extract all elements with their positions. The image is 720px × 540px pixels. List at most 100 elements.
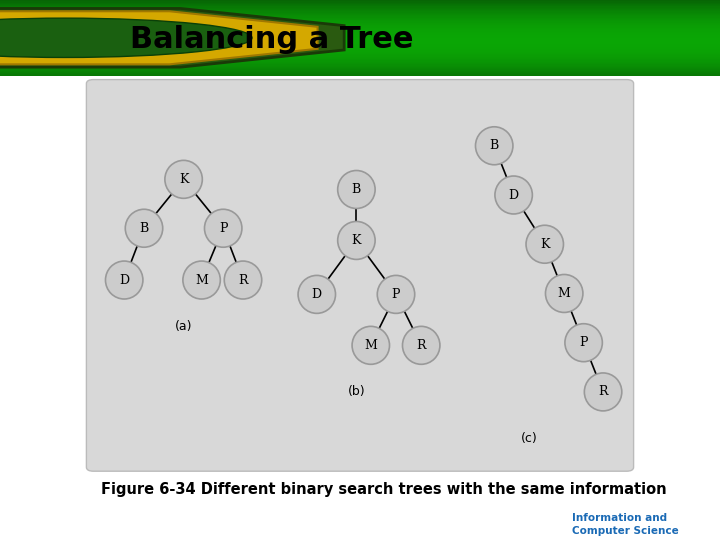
Ellipse shape — [183, 261, 220, 299]
Bar — [0, 34, 720, 35]
Bar — [0, 64, 720, 65]
Ellipse shape — [546, 274, 583, 313]
Text: D: D — [508, 188, 518, 201]
Text: B: B — [352, 183, 361, 196]
Text: (b): (b) — [348, 386, 365, 399]
Bar — [0, 62, 720, 63]
Bar — [0, 72, 720, 73]
Text: D: D — [119, 274, 130, 287]
Bar — [0, 31, 720, 33]
Bar — [0, 11, 720, 12]
Text: K: K — [179, 173, 189, 186]
Ellipse shape — [585, 373, 622, 411]
Bar — [0, 12, 720, 14]
Text: K: K — [351, 234, 361, 247]
Bar — [0, 19, 720, 20]
Bar — [0, 48, 720, 49]
Bar — [0, 3, 720, 4]
Bar — [0, 8, 720, 9]
Bar — [0, 46, 720, 48]
Text: K: K — [540, 238, 549, 251]
Bar — [0, 22, 720, 23]
Text: D: D — [312, 288, 322, 301]
Bar — [0, 49, 720, 50]
Text: P: P — [392, 288, 400, 301]
Text: B: B — [140, 222, 148, 235]
Ellipse shape — [125, 210, 163, 247]
Ellipse shape — [565, 323, 603, 362]
Bar — [0, 67, 720, 68]
Bar — [0, 54, 720, 56]
Bar — [0, 75, 720, 76]
Bar — [0, 29, 720, 30]
Bar — [0, 40, 720, 42]
Ellipse shape — [495, 176, 532, 214]
Text: (a): (a) — [175, 320, 192, 333]
Text: R: R — [238, 274, 248, 287]
Bar — [0, 50, 720, 52]
Text: B: B — [490, 139, 499, 152]
Bar — [0, 43, 720, 44]
Bar — [0, 15, 720, 16]
Bar — [0, 58, 720, 59]
Bar — [0, 28, 720, 29]
Bar — [0, 63, 720, 64]
Bar — [0, 42, 720, 43]
Bar — [0, 56, 720, 57]
Bar — [0, 26, 720, 28]
Ellipse shape — [298, 275, 336, 313]
Bar — [0, 10, 720, 11]
Bar — [0, 5, 720, 6]
Bar — [0, 68, 720, 69]
Text: Balancing a Tree: Balancing a Tree — [130, 25, 413, 54]
Ellipse shape — [402, 326, 440, 364]
Bar — [0, 57, 720, 58]
Bar — [0, 18, 720, 19]
Bar — [0, 52, 720, 53]
Ellipse shape — [106, 261, 143, 299]
Text: Information and
Computer Science: Information and Computer Science — [572, 514, 679, 536]
Bar — [0, 6, 720, 8]
Ellipse shape — [526, 225, 564, 263]
FancyBboxPatch shape — [86, 79, 634, 471]
Ellipse shape — [165, 160, 202, 198]
Ellipse shape — [204, 210, 242, 247]
Ellipse shape — [377, 275, 415, 313]
Text: M: M — [195, 274, 208, 287]
Ellipse shape — [338, 171, 375, 208]
Bar — [0, 4, 720, 5]
Bar — [0, 1, 720, 3]
Circle shape — [0, 18, 252, 57]
Bar — [0, 24, 720, 25]
Text: M: M — [558, 287, 571, 300]
Text: P: P — [580, 336, 588, 349]
Bar — [0, 37, 720, 38]
Ellipse shape — [475, 127, 513, 165]
Ellipse shape — [225, 261, 262, 299]
Bar — [0, 39, 720, 40]
Text: R: R — [416, 339, 426, 352]
Text: R: R — [598, 386, 608, 399]
Bar — [0, 59, 720, 60]
Bar — [0, 30, 720, 31]
Bar — [0, 14, 720, 15]
Text: (c): (c) — [521, 432, 538, 445]
Text: P: P — [219, 222, 228, 235]
Bar — [0, 44, 720, 45]
Bar — [0, 35, 720, 37]
Bar — [0, 33, 720, 34]
Bar — [0, 53, 720, 54]
Ellipse shape — [338, 221, 375, 259]
Bar — [0, 0, 720, 1]
Bar — [0, 9, 720, 10]
Text: M: M — [364, 339, 377, 352]
Text: Figure 6-34 Different binary search trees with the same information: Figure 6-34 Different binary search tree… — [101, 482, 667, 497]
Bar — [0, 71, 720, 72]
Bar — [0, 60, 720, 62]
Bar — [0, 69, 720, 71]
Bar — [0, 38, 720, 39]
Bar — [0, 45, 720, 46]
Bar — [0, 65, 720, 67]
Bar — [0, 25, 720, 26]
Bar — [0, 16, 720, 18]
